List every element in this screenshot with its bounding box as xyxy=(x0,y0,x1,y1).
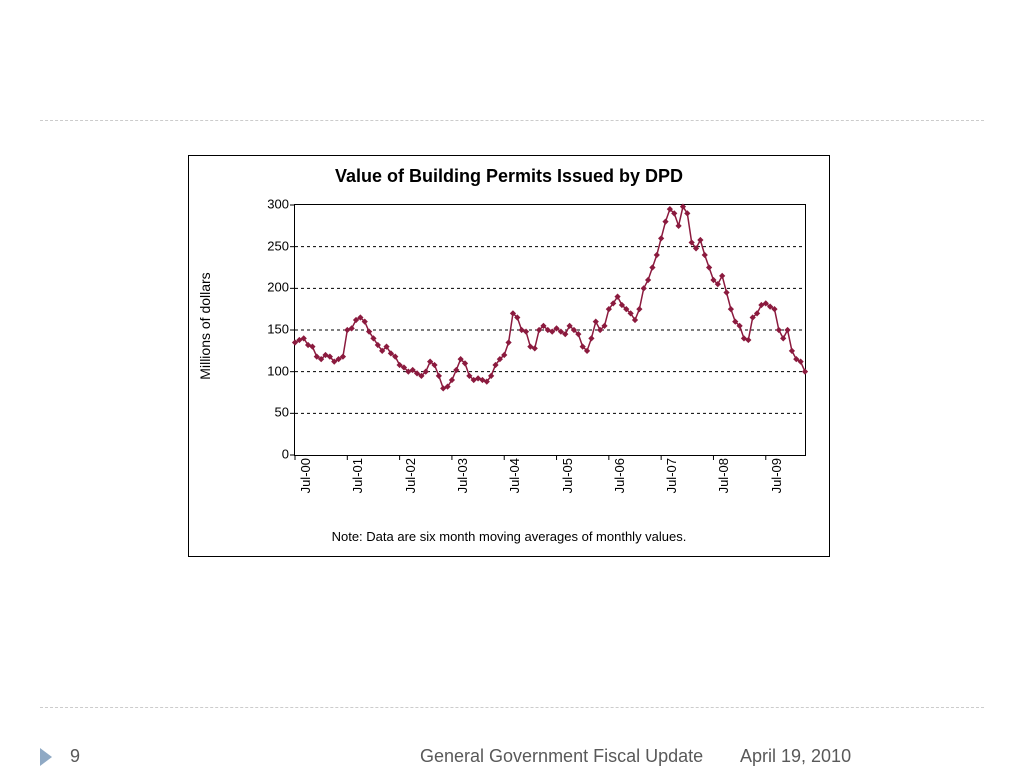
footer-date: April 19, 2010 xyxy=(740,746,851,767)
chart-title: Value of Building Permits Issued by DPD xyxy=(189,166,829,187)
x-tick-label: Jul-01 xyxy=(350,458,365,493)
play-icon xyxy=(40,748,56,768)
x-tick-label: Jul-05 xyxy=(560,458,575,493)
x-tick-label: Jul-06 xyxy=(612,458,627,493)
y-tick-label: 200 xyxy=(239,280,289,295)
x-tick-label: Jul-07 xyxy=(664,458,679,493)
y-tick-label: 250 xyxy=(239,238,289,253)
y-tick-label: 0 xyxy=(239,447,289,462)
x-tick-label: Jul-02 xyxy=(403,458,418,493)
y-tick-label: 300 xyxy=(239,197,289,212)
chart-container: Value of Building Permits Issued by DPD … xyxy=(188,155,830,557)
plot-area xyxy=(294,204,806,456)
y-tick-label: 150 xyxy=(239,322,289,337)
chart-svg xyxy=(295,205,805,455)
x-tick-label: Jul-03 xyxy=(455,458,470,493)
y-tick-label: 100 xyxy=(239,363,289,378)
x-tick-label: Jul-09 xyxy=(769,458,784,493)
footer-title: General Government Fiscal Update xyxy=(420,746,703,767)
top-divider xyxy=(40,120,984,121)
page-number: 9 xyxy=(70,746,80,767)
x-tick-label: Jul-00 xyxy=(298,458,313,493)
chart-note: Note: Data are six month moving averages… xyxy=(189,529,829,544)
y-axis-title: Millions of dollars xyxy=(197,219,213,326)
x-tick-label: Jul-04 xyxy=(507,458,522,493)
bottom-divider xyxy=(40,707,984,708)
y-tick-label: 50 xyxy=(239,405,289,420)
x-tick-label: Jul-08 xyxy=(716,458,731,493)
